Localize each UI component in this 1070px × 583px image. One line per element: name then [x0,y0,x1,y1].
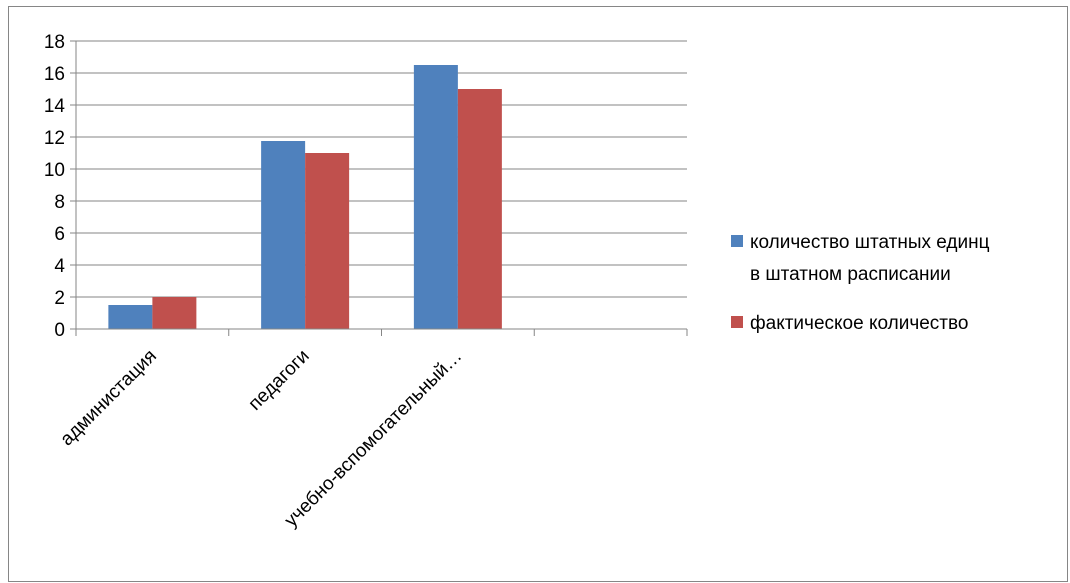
legend-label-series-1: количество штатных единц [750,232,990,253]
y-tick-label: 10 [44,160,65,181]
bar-series-1-cat-1 [108,305,153,329]
bar-series-1-cat-3 [413,65,458,329]
y-tick-label: 18 [44,32,65,53]
y-tick-label: 16 [44,64,65,85]
legend-label-series-2: фактическое количество [750,313,968,334]
y-tick-label: 8 [54,192,65,213]
x-tick-labels: администация педагогиучебно-вспомогательн… [56,346,466,532]
legend-swatch-series-1 [731,235,743,247]
bar-series-2-cat-3 [457,89,502,329]
x-tick-label: педагоги [245,346,314,415]
legend: количество штатных единц в штатном распис… [731,232,990,334]
y-tick-labels: 0 2 4 6 8 10 12 14 16 18 [44,32,66,341]
gridlines [76,40,687,298]
y-tick-label: 12 [44,128,65,149]
axes [70,40,688,336]
bar-chart: 0 2 4 6 8 10 12 14 16 18 администация педагогиучеб… [44,32,990,532]
bar-series-2-cat-1 [152,297,197,329]
chart-frame: 0 2 4 6 8 10 12 14 16 18 администация педагоги учеб… [8,6,1068,582]
y-tick-label: 6 [54,224,65,245]
y-tick-label: 2 [54,288,65,309]
y-tick-label: 0 [54,320,65,341]
y-tick-label: 14 [44,96,66,117]
legend-swatch-series-2 [731,316,743,328]
legend-label-series-1: в штатном расписании [750,264,951,285]
bar-series-2-cat-2 [305,153,350,329]
x-tick-label: администация [56,346,160,450]
x-tick-label: учебно-вспомогательный… [281,346,467,532]
y-tick-label: 4 [54,256,65,277]
bar-series-1-cat-2 [261,141,306,329]
bars [108,65,502,329]
